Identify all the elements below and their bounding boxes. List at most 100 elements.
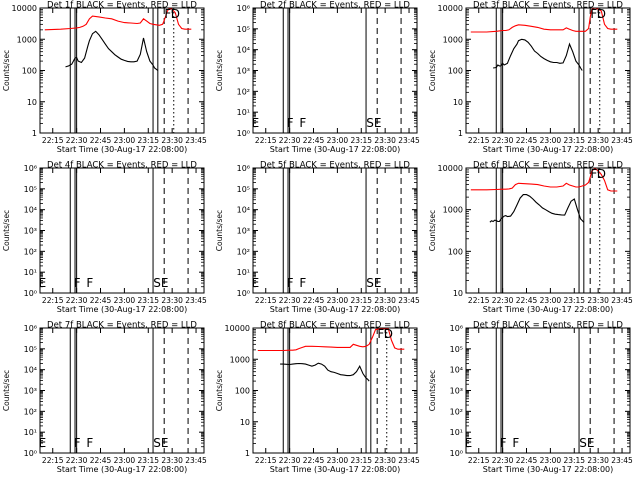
- y-tick-label: 1: [458, 129, 463, 138]
- x-tick-label: 22:15: [255, 456, 277, 465]
- annotation-label: F: [287, 116, 294, 130]
- panel-det-5: 10⁰ 10¹ 10² 10³ 10⁴ 10⁵ 10⁶ 22:15 22:30 22:45 23:0…: [215, 161, 420, 315]
- x-tick-label: 23:30: [587, 296, 609, 305]
- plot-frame: [39, 167, 205, 294]
- y-tick-label: 10000: [225, 324, 250, 333]
- series-black-line: [280, 362, 370, 382]
- y-tick-label: 10²: [237, 247, 250, 256]
- x-tick-label: 23:15: [137, 136, 159, 145]
- y-tick-label: 10³: [237, 67, 250, 76]
- y-tick-label: 10⁴: [24, 206, 37, 215]
- y-tick-label: 10¹: [237, 108, 250, 117]
- x-axis-label: Start Time (30-Aug-17 22:08:00): [270, 465, 401, 474]
- y-tick-label: 10: [240, 418, 250, 427]
- annotation-label: F: [287, 276, 294, 290]
- series-red-line: [44, 8, 192, 31]
- panel-title: Det 3f BLACK = Events, RED = LLD: [473, 1, 623, 11]
- y-tick-label: 10⁵: [24, 185, 37, 194]
- plot-frame: [465, 7, 631, 134]
- annotation-label: F: [86, 276, 93, 290]
- event-lines: [282, 328, 402, 453]
- x-tick-label: 22:45: [516, 136, 538, 145]
- y-axis-label: Counts/sec: [428, 370, 437, 411]
- y-tick-label: 10000: [12, 4, 37, 13]
- y-axis-label: Counts/sec: [2, 370, 11, 411]
- y-axis-label: Counts/sec: [215, 370, 224, 411]
- plot-frame: [465, 167, 631, 294]
- event-lines: [69, 8, 189, 133]
- y-tick-label: 10⁶: [450, 324, 463, 333]
- x-tick-label: 23:15: [563, 136, 585, 145]
- x-tick-label: 22:45: [90, 136, 112, 145]
- x-tick-label: 23:30: [374, 456, 396, 465]
- annotation-label: F: [86, 436, 93, 450]
- y-tick-label: 10⁰: [24, 289, 37, 298]
- x-tick-label: 23:45: [611, 136, 633, 145]
- x-tick-label: 22:30: [279, 456, 301, 465]
- annotation-label: E: [252, 276, 260, 290]
- plot-frame: [252, 327, 418, 454]
- y-tick-label: 10¹: [24, 428, 37, 437]
- x-tick-label: 23:30: [587, 456, 609, 465]
- x-axis-label: Start Time (30-Aug-17 22:08:00): [57, 305, 188, 314]
- x-tick-label: 22:45: [90, 456, 112, 465]
- annotation-label: F: [377, 327, 384, 341]
- y-tick-label: 10⁰: [24, 449, 37, 458]
- event-lines: [69, 168, 189, 293]
- annotation-label: F: [74, 276, 81, 290]
- plot-frame: [252, 167, 418, 294]
- panel-det-9: 10⁰ 10¹ 10² 10³ 10⁴ 10⁵ 10⁶ 22:15 22:30 22:45 23:0…: [428, 321, 633, 475]
- y-tick-label: 10000: [438, 4, 463, 13]
- panel-det-7: 10⁰ 10¹ 10² 10³ 10⁴ 10⁵ 10⁶ 22:15 22:30 22:45 23:0…: [2, 321, 207, 475]
- event-lines: [282, 168, 402, 293]
- x-tick-label: 22:15: [468, 296, 490, 305]
- x-axis-label: Start Time (30-Aug-17 22:08:00): [483, 305, 614, 314]
- series-black-line: [493, 38, 583, 71]
- y-tick-label: 10⁵: [237, 185, 250, 194]
- x-tick-label: 22:15: [42, 136, 64, 145]
- y-tick-label: 10³: [24, 387, 37, 396]
- x-tick-label: 23:45: [398, 456, 420, 465]
- annotation-label: E: [252, 116, 260, 130]
- panel-title: Det 7f BLACK = Events, RED = LLD: [47, 321, 197, 331]
- x-tick-label: 22:30: [66, 296, 88, 305]
- y-tick-label: 100: [235, 387, 250, 396]
- y-tick-label: 10: [453, 289, 463, 298]
- y-axis-label: Counts/sec: [428, 210, 437, 251]
- x-tick-label: 23:45: [185, 296, 207, 305]
- x-tick-label: 22:15: [468, 456, 490, 465]
- y-axis-label: Counts/sec: [2, 50, 11, 91]
- event-lines: [495, 8, 615, 133]
- x-tick-label: 23:00: [114, 296, 136, 305]
- panel-det-8: 1 10 100 1000 10000 22:15 22:30 22:45 23:00 23:15…: [215, 321, 420, 475]
- series-black-line: [489, 194, 585, 223]
- x-tick-label: 22:30: [66, 456, 88, 465]
- y-tick-label: 10⁶: [24, 324, 37, 333]
- x-tick-label: 23:15: [563, 456, 585, 465]
- y-tick-label: 10²: [24, 407, 37, 416]
- y-tick-label: 1: [32, 129, 37, 138]
- annotation-label: F: [500, 436, 507, 450]
- annotation-label: F: [74, 436, 81, 450]
- x-tick-label: 22:45: [303, 296, 325, 305]
- y-tick-label: 10³: [237, 227, 250, 236]
- x-tick-label: 23:00: [540, 136, 562, 145]
- event-lines: [495, 328, 615, 453]
- y-tick-label: 10⁰: [237, 129, 250, 138]
- x-tick-label: 22:45: [516, 456, 538, 465]
- x-tick-label: 23:45: [185, 136, 207, 145]
- y-tick-label: 10⁶: [24, 164, 37, 173]
- annotation-label: SE: [366, 116, 381, 130]
- x-tick-label: 23:00: [114, 456, 136, 465]
- series-red-line: [470, 8, 618, 33]
- y-tick-label: 10⁶: [237, 164, 250, 173]
- y-tick-label: 10: [27, 98, 37, 107]
- annotation-label: E: [465, 436, 473, 450]
- panel-title: Det 1f BLACK = Events, RED = LLD: [47, 1, 197, 11]
- y-tick-label: 1000: [443, 35, 463, 44]
- y-tick-label: 100: [22, 67, 37, 76]
- x-tick-label: 22:45: [516, 296, 538, 305]
- x-tick-label: 23:15: [350, 296, 372, 305]
